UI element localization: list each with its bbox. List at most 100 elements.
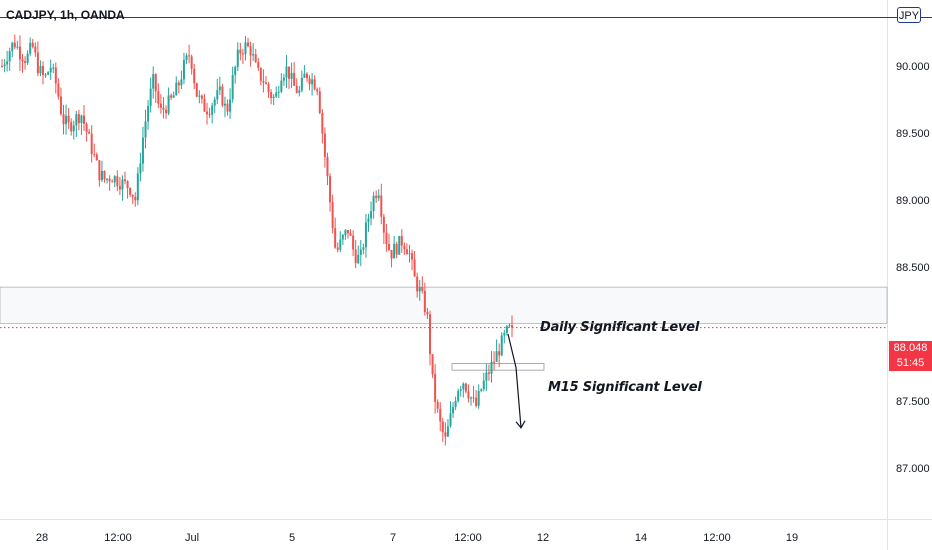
candle-body: [398, 236, 401, 255]
candle-body: [252, 54, 255, 56]
candle-body: [21, 59, 24, 62]
candle-body: [464, 383, 467, 392]
candle-body: [318, 91, 321, 113]
y-tick-label: 89.000: [896, 195, 930, 207]
candle-body: [13, 42, 16, 48]
candle-body: [257, 62, 260, 68]
candle-body: [67, 115, 70, 123]
candle-body: [418, 287, 421, 292]
candle-body: [411, 253, 414, 260]
candle-body: [136, 173, 139, 201]
candle-body: [472, 397, 475, 399]
candle-body: [500, 335, 503, 356]
candle-body: [211, 105, 214, 115]
candle-body: [144, 121, 147, 138]
candle-body: [8, 51, 11, 62]
candle-body: [52, 67, 55, 69]
candle-body: [277, 91, 280, 93]
candle-body: [480, 389, 483, 391]
candle-body: [159, 103, 162, 108]
candle-body: [382, 216, 385, 233]
candle-body: [231, 75, 234, 100]
candle-body: [70, 122, 73, 132]
candle-body: [370, 211, 373, 219]
candle-body: [244, 42, 247, 55]
candle-body: [341, 235, 344, 240]
candle-body: [88, 132, 91, 134]
candle-body: [172, 95, 175, 98]
candle-body: [18, 46, 21, 60]
candle-body: [200, 95, 203, 99]
candle-body: [83, 115, 86, 124]
candle-body: [367, 218, 370, 223]
candle-body: [213, 99, 216, 106]
candle-body: [247, 42, 250, 47]
x-tick-label: 12:00: [104, 532, 132, 544]
candle-body: [80, 115, 83, 124]
y-tick-label: 87.500: [896, 396, 930, 408]
candle-body: [167, 95, 170, 114]
candle-body: [485, 372, 488, 381]
candle-body: [349, 233, 352, 236]
y-tick-label: 88.500: [896, 262, 930, 274]
y-tick-label: 89.500: [896, 128, 930, 140]
m15-significant-zone: [451, 363, 545, 371]
last-price-tag: 88.048 51:45: [889, 341, 932, 371]
projection-arrow-head: [515, 420, 526, 429]
x-tick-label: 28: [36, 532, 48, 544]
candle-body: [111, 181, 114, 183]
currency-badge[interactable]: JPY: [897, 7, 921, 23]
candle-body: [405, 249, 408, 255]
candle-body: [134, 196, 137, 201]
candle-body: [331, 202, 334, 229]
candle-body: [508, 325, 511, 327]
candle-body: [39, 66, 42, 74]
candle-body: [395, 243, 398, 255]
candle-body: [295, 85, 298, 93]
candle-body: [149, 88, 152, 106]
countdown-timer: 51:45: [896, 357, 925, 369]
candle-body: [26, 53, 29, 63]
candle-body: [90, 133, 93, 155]
candle-body: [77, 114, 80, 124]
candle-body: [362, 247, 365, 250]
candle-body: [139, 163, 142, 174]
candle-body: [323, 133, 326, 158]
candle-body: [93, 154, 96, 156]
candle-body: [141, 137, 144, 164]
candle-body: [270, 92, 273, 99]
candle-body: [452, 407, 455, 414]
candle-body: [326, 157, 329, 177]
candle-body: [469, 397, 472, 399]
candle-body: [206, 111, 209, 115]
candle-body: [428, 314, 431, 355]
candle-body: [177, 82, 180, 86]
candle-body: [282, 77, 285, 81]
candle-body: [385, 232, 388, 245]
candle-body: [103, 170, 106, 180]
candle-body: [505, 326, 508, 333]
x-tick-label: 7: [390, 532, 396, 544]
candle-body: [336, 247, 339, 250]
candle-body: [334, 228, 337, 248]
candle-body: [75, 114, 78, 126]
x-tick-label: 12: [537, 532, 549, 544]
candle-body: [16, 46, 19, 48]
candle-body: [264, 82, 267, 84]
candle-body: [259, 67, 262, 82]
candle-body: [459, 389, 462, 391]
candle-body: [423, 290, 426, 313]
candle-body: [188, 55, 191, 57]
candle-body: [106, 178, 109, 180]
candle-body: [303, 73, 306, 78]
candle-body: [62, 114, 65, 125]
x-tick-label: 5: [289, 532, 295, 544]
candle-body: [477, 390, 480, 406]
candle-body: [354, 249, 357, 264]
candle-body: [267, 83, 270, 93]
candle-body: [308, 78, 311, 85]
candle-body: [313, 79, 316, 90]
candle-body: [444, 432, 447, 437]
candle-body: [44, 74, 47, 76]
last-price-value: 88.048: [893, 342, 928, 354]
